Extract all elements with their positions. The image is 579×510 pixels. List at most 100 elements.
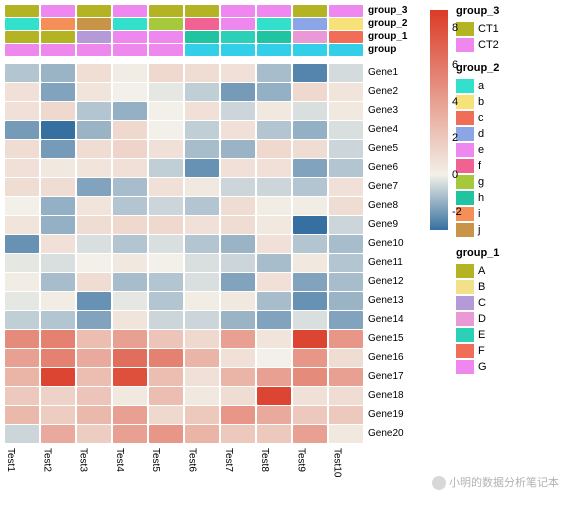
legend-label: C: [478, 297, 486, 309]
heatmap-cell: [41, 311, 75, 329]
heatmap-cell: [149, 64, 183, 82]
annotation-cell: [293, 44, 327, 56]
legend-item: c: [456, 110, 499, 125]
heatmap-cell: [5, 368, 39, 386]
heatmap-cell: [5, 273, 39, 291]
heatmap-cell: [149, 273, 183, 291]
legend-item: CT2: [456, 37, 499, 52]
heatmap-cell: [329, 254, 363, 272]
legend-item: e: [456, 142, 499, 157]
row-label: Gene11: [365, 254, 420, 272]
legend-group: group_1ABCDEFG: [456, 247, 499, 374]
heatmap-cell: [257, 83, 291, 101]
heatmap-cell: [5, 425, 39, 443]
legend-item: b: [456, 94, 499, 109]
annotation-cell: [5, 44, 39, 56]
heatmap-cell: [149, 83, 183, 101]
heatmap-cell: [293, 387, 327, 405]
heatmap-cell: [113, 273, 147, 291]
heatmap-cell: [293, 406, 327, 424]
heatmap-cell: [113, 140, 147, 158]
heatmap-cell: [257, 216, 291, 234]
heatmap-cell: [329, 311, 363, 329]
heatmap-cell: [113, 235, 147, 253]
heatmap-cell: [257, 273, 291, 291]
annotation-cell: [293, 18, 327, 30]
heatmap-cell: [77, 406, 111, 424]
heatmap-cell: [329, 349, 363, 367]
row-label: Gene4: [365, 121, 420, 139]
legend-label: CT2: [478, 39, 499, 51]
annotation-cell: [257, 31, 291, 43]
heatmap-cell: [257, 178, 291, 196]
heatmap-cell: [185, 349, 219, 367]
heatmap-cell: [113, 330, 147, 348]
heatmap-cell: [41, 406, 75, 424]
heatmap-cell: [293, 330, 327, 348]
heatmap-cell: [113, 197, 147, 215]
heatmap-row: Gene8: [5, 197, 420, 215]
colorbar-tick: 6: [452, 59, 458, 71]
heatmap-cell: [113, 102, 147, 120]
heatmap-cell: [257, 349, 291, 367]
annotation-cell: [257, 18, 291, 30]
heatmap-cell: [293, 64, 327, 82]
legend-item: F: [456, 343, 499, 358]
heatmap-cell: [329, 83, 363, 101]
heatmap-cell: [185, 292, 219, 310]
heatmap-row: Gene17: [5, 368, 420, 386]
legend-label: a: [478, 80, 484, 92]
heatmap-cell: [149, 330, 183, 348]
heatmap-cell: [257, 292, 291, 310]
row-label: Gene20: [365, 425, 420, 443]
heatmap-cell: [293, 83, 327, 101]
heatmap-cell: [257, 387, 291, 405]
heatmap-cell: [41, 349, 75, 367]
legend-group: group_3CT1CT2: [456, 5, 499, 52]
heatmap-row: Gene6: [5, 159, 420, 177]
heatmap-cell: [185, 235, 219, 253]
legend-swatch: [456, 360, 474, 374]
heatmap-cell: [185, 83, 219, 101]
legend-swatch: [456, 38, 474, 52]
legend-item: f: [456, 158, 499, 173]
heatmap-cell: [149, 121, 183, 139]
heatmap-cell: [113, 311, 147, 329]
heatmap-cell: [221, 83, 255, 101]
legend-label: i: [478, 208, 480, 220]
heatmap-row: Gene14: [5, 311, 420, 329]
heatmap-cell: [293, 197, 327, 215]
heatmap-cell: [113, 83, 147, 101]
annotation-row: group: [5, 44, 420, 56]
heatmap-cell: [5, 387, 39, 405]
legend-swatch: [456, 344, 474, 358]
legend-swatch: [456, 280, 474, 294]
row-label: Gene18: [365, 387, 420, 405]
row-label: Gene19: [365, 406, 420, 424]
legend-swatch: [456, 159, 474, 173]
legend-label: G: [478, 361, 487, 373]
watermark-avatar-icon: [432, 476, 446, 490]
heatmap-cell: [113, 178, 147, 196]
legend-item: CT1: [456, 21, 499, 36]
column-label: Test5: [150, 446, 184, 488]
annotation-cell: [5, 18, 39, 30]
row-label: Gene3: [365, 102, 420, 120]
legend-label: c: [478, 112, 484, 124]
heatmap-cell: [77, 368, 111, 386]
legend-group: group_2abcdefghij: [456, 62, 499, 237]
annotation-cell: [257, 44, 291, 56]
heatmap-cell: [185, 197, 219, 215]
heatmap-cell: [221, 387, 255, 405]
legend-label: E: [478, 329, 485, 341]
heatmap-cell: [77, 273, 111, 291]
heatmap-cell: [257, 197, 291, 215]
column-label: Test1: [5, 446, 39, 488]
column-label: Test8: [259, 446, 293, 488]
heatmap-cell: [257, 311, 291, 329]
annotation-row: group_1: [5, 31, 420, 43]
heatmap-cell: [293, 292, 327, 310]
heatmap-cell: [77, 425, 111, 443]
heatmap-cell: [149, 102, 183, 120]
heatmap-cell: [77, 83, 111, 101]
